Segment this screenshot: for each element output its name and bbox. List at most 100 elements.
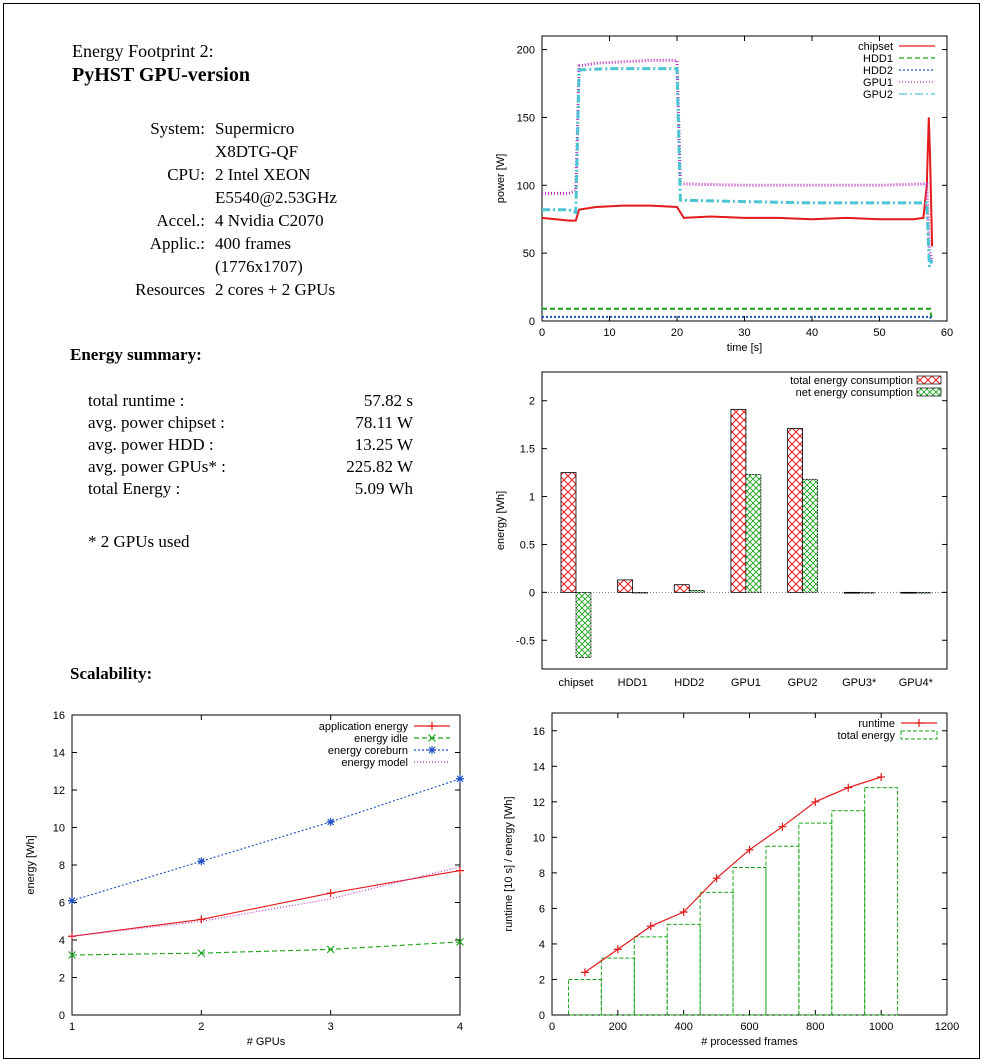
bar (560, 472, 577, 593)
data-point (844, 783, 853, 792)
data-point (778, 822, 787, 831)
spec-row: CPU: 2 Intel XEON E5540@2.53GHz (80, 163, 435, 209)
x-tick-label: 1 (69, 1021, 75, 1033)
bar (858, 591, 875, 594)
y-tick-label: 200 (517, 45, 535, 57)
footnote: * 2 GPUs used (88, 532, 190, 551)
summary-value: 78.11 W (355, 413, 413, 432)
legend-label: GPU1 (863, 77, 893, 89)
summary-label: total runtime : (88, 391, 185, 410)
y-tick-label: 4 (539, 939, 545, 951)
x-tick-label: 400 (674, 1021, 692, 1033)
category-label: HDD1 (618, 677, 648, 689)
energy-summary-heading: Energy summary: (70, 345, 202, 364)
data-point (326, 817, 335, 826)
scalability-heading: Scalability: (70, 664, 153, 683)
bar (567, 978, 602, 1016)
x-axis-label: # processed frames (701, 1036, 798, 1048)
legend-label: energy idle (354, 733, 408, 745)
spec-value: E5540@2.53GHz (215, 188, 337, 207)
x-tick-label: 200 (609, 1021, 627, 1033)
y-tick-label: 16 (533, 726, 545, 738)
x-tick-label: 20 (671, 327, 683, 339)
category-label: chipset (559, 677, 594, 689)
y-tick-label: 2 (539, 974, 545, 986)
legend-label: chipset (858, 41, 893, 53)
y-tick-label: 1 (529, 492, 535, 504)
series-line (542, 307, 934, 322)
y-tick-label: 100 (517, 180, 535, 192)
spec-row: Applic.: 400 frames (1776x1707) (80, 232, 435, 278)
category-label: GPU3* (842, 677, 877, 689)
series-line (542, 315, 933, 322)
plot-frame (551, 712, 948, 1016)
y-tick-label: 2 (59, 973, 65, 985)
x-tick-label: 60 (941, 327, 953, 339)
bar (864, 787, 899, 1016)
summary-label: total Energy : (88, 479, 181, 498)
x-tick-label: 10 (603, 327, 615, 339)
y-tick-label: 0 (539, 1010, 545, 1022)
data-point (197, 857, 206, 866)
category-label: GPU4* (899, 677, 934, 689)
legend-label: net energy consumption (796, 387, 913, 399)
spec-value: 2 Intel XEON (215, 165, 311, 184)
y-axis-label: runtime [10 s] / energy [Wh] (503, 796, 515, 931)
legend-label: HDD1 (863, 53, 893, 65)
data-point (712, 874, 721, 883)
spec-value: Supermicro (215, 119, 295, 138)
y-tick-label: 2 (529, 396, 535, 408)
legend-label: runtime (858, 718, 895, 730)
summary-label: avg. power chipset : (88, 413, 225, 432)
bar (745, 474, 762, 593)
bar (632, 591, 649, 594)
y-axis-label: energy [Wh] (25, 835, 37, 894)
legend-label: GPU2 (863, 89, 893, 101)
data-point (428, 734, 436, 742)
summary-value: 57.82 s (363, 391, 413, 410)
series-line (541, 117, 934, 247)
data-point (679, 907, 688, 916)
series-line (71, 778, 461, 902)
x-tick-label: 1200 (935, 1021, 959, 1033)
data-point (428, 746, 436, 754)
legend-label: energy coreburn (328, 745, 408, 757)
data-point (197, 949, 206, 958)
bar (843, 591, 860, 594)
y-tick-label: 16 (53, 710, 65, 722)
series-line (584, 776, 882, 973)
data-point (915, 719, 923, 727)
series-line (71, 941, 461, 956)
y-tick-label: 4 (59, 935, 65, 947)
legend-label: application energy (319, 721, 409, 733)
summary-row: avg. power GPUs* : 225.82 W (88, 456, 413, 478)
y-tick-label: 0 (529, 587, 535, 599)
x-tick-label: 1000 (869, 1021, 893, 1033)
category-label: HDD2 (674, 677, 704, 689)
spec-value: 400 frames (215, 234, 292, 253)
legend-label: total energy (838, 730, 896, 742)
y-tick-label: -0.5 (516, 635, 535, 647)
y-tick-label: 0 (529, 316, 535, 328)
series-line (542, 67, 934, 268)
y-tick-label: 8 (539, 868, 545, 880)
energy-summary-table: total runtime : 57.82 s avg. power chipse… (88, 390, 413, 500)
bar (798, 822, 833, 1016)
spec-value: 2 cores + 2 GPUs (215, 280, 336, 299)
bar (915, 591, 932, 594)
summary-row: avg. power chipset : 78.11 W (88, 412, 413, 434)
spec-row: Accel.: 4 Nvidia C2070 (80, 209, 435, 232)
category-label: GPU2 (788, 677, 818, 689)
x-tick-label: 50 (873, 327, 885, 339)
legend-label: HDD2 (863, 65, 893, 77)
bar (802, 478, 818, 593)
data-point (456, 937, 464, 946)
spec-row: System: Supermicro X8DTG-QF (80, 117, 435, 163)
bar (699, 891, 734, 1016)
runtime-chart: 0 200 400 600 800 1000 1200 0 2 4 6 8 10 12 14 16 # proc… (503, 712, 959, 1048)
y-tick-label: 0 (59, 1010, 65, 1022)
bar (900, 591, 917, 594)
y-tick-label: 12 (533, 797, 545, 809)
x-tick-label: 800 (806, 1021, 824, 1033)
